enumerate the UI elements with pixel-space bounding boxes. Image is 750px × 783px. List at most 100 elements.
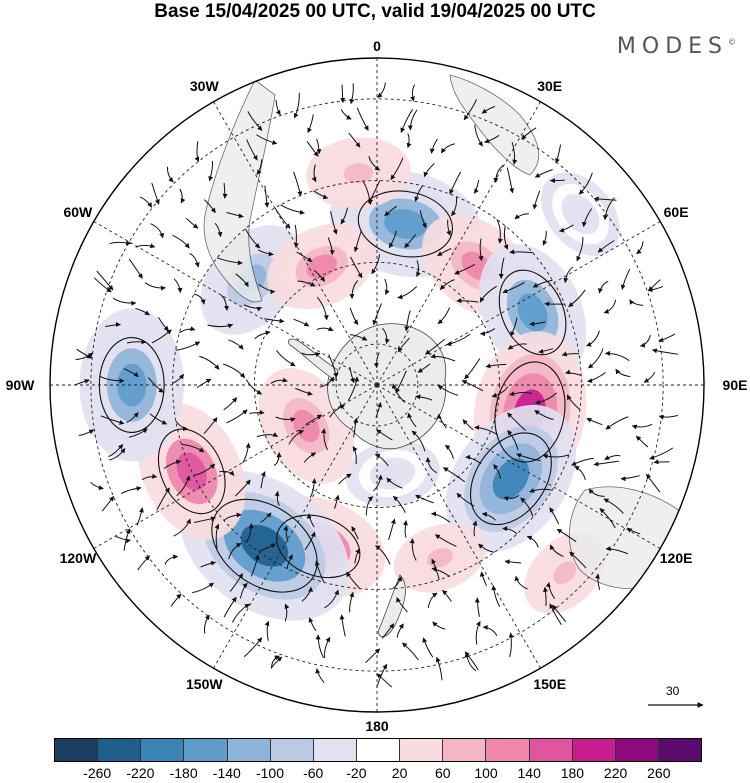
- wind-arrow: [496, 219, 503, 244]
- wind-arrow: [390, 157, 404, 181]
- wind-arrow: [397, 337, 410, 353]
- wind-arrow: [639, 335, 651, 348]
- wind-arrow: [404, 310, 411, 332]
- colorbar-tick-label: 260: [647, 765, 671, 781]
- wind-arrow: [349, 307, 359, 326]
- wind-arrow: [392, 576, 402, 590]
- wind-arrow: [542, 230, 548, 246]
- wind-arrow: [549, 603, 562, 625]
- wind-arrow: [354, 548, 361, 564]
- wind-arrow: [479, 285, 498, 303]
- wind-arrow: [597, 240, 615, 253]
- wind-arrow: [123, 368, 139, 378]
- anomaly-blob: [343, 163, 374, 184]
- colorbar-swatch: [572, 739, 616, 761]
- wind-arrow: [432, 621, 446, 630]
- wind-arrow: [368, 156, 381, 171]
- wind-arrow: [170, 593, 182, 607]
- meridian-line: [376, 101, 541, 386]
- wind-arrow: [429, 138, 438, 154]
- wind-arrow: [242, 442, 251, 464]
- wind-arrow: [449, 171, 462, 195]
- wind-arrow: [288, 429, 305, 445]
- wind-arrow: [461, 380, 484, 392]
- colorbar-tick-label: 60: [435, 765, 451, 781]
- wind-arrow: [273, 452, 282, 466]
- wind-arrow: [414, 185, 423, 202]
- longitude-label: 30E: [537, 77, 563, 94]
- colorbar-tick-label: -60: [303, 765, 324, 781]
- wind-arrow: [189, 252, 200, 268]
- wind-arrow: [479, 571, 488, 587]
- longitude-label: 120E: [659, 549, 693, 566]
- wind-arrow: [108, 444, 124, 458]
- wind-arrow: [340, 207, 348, 225]
- wind-arrow: [604, 454, 621, 460]
- wind-arrow: [203, 614, 210, 634]
- wind-arrow: [319, 376, 335, 388]
- wind-arrow: [232, 603, 250, 623]
- wind-arrow: [376, 663, 388, 688]
- wind-arrow: [569, 551, 587, 569]
- wind-arrow: [485, 363, 507, 369]
- wind-arrow: [411, 430, 426, 452]
- wind-arrow: [643, 371, 656, 383]
- wind-arrow: [100, 415, 125, 425]
- wind-arrow: [293, 171, 303, 197]
- wind-arrow: [274, 491, 280, 506]
- wind-arrow: [382, 327, 390, 344]
- wind-arrow: [442, 590, 452, 602]
- wind-arrow: [384, 205, 397, 217]
- wind-arrow: [446, 333, 471, 347]
- wind-arrow: [353, 230, 362, 253]
- wind-arrow: [172, 373, 185, 384]
- wind-arrow: [323, 636, 331, 659]
- wind-arrow: [270, 656, 283, 669]
- wind-arrow: [534, 409, 554, 420]
- wind-arrow: [645, 473, 661, 493]
- wind-arrow: [559, 224, 574, 233]
- colorbar-swatch: [615, 739, 659, 761]
- wind-arrow: [409, 538, 417, 561]
- wind-arrow: [565, 369, 582, 376]
- wind-arrow: [454, 263, 476, 275]
- wind-arrow: [128, 428, 148, 438]
- wind-arrow: [507, 343, 527, 350]
- wind-arrow: [464, 652, 477, 672]
- wind-arrow: [222, 363, 246, 379]
- wind-arrow: [90, 481, 104, 491]
- wind-arrow: [444, 444, 454, 459]
- wind-arrow: [566, 394, 581, 410]
- wind-arrow: [258, 249, 274, 257]
- meridian-line: [376, 384, 541, 669]
- wind-arrow: [658, 414, 679, 420]
- wind-arrow: [478, 543, 495, 553]
- wind-arrow: [334, 494, 340, 509]
- wind-arrow: [631, 423, 653, 430]
- longitude-label: 180: [365, 718, 389, 734]
- wind-arrow: [149, 413, 168, 425]
- colorbar-swatch: [98, 739, 142, 761]
- wind-arrow: [321, 428, 328, 451]
- wind-arrow: [109, 240, 132, 246]
- wind-arrow: [157, 316, 169, 332]
- wind-arrow: [179, 188, 186, 204]
- colorbar-swatch: [486, 739, 530, 761]
- wind-arrow: [604, 350, 630, 362]
- wind-arrow: [327, 237, 335, 256]
- wind-arrow: [203, 199, 216, 214]
- wind-arrow: [156, 487, 170, 511]
- new-zealand-shape: [377, 574, 406, 638]
- wind-arrow: [481, 106, 496, 114]
- wind-arrow: [338, 473, 352, 485]
- wind-arrow: [563, 266, 574, 284]
- wind-arrow: [109, 447, 126, 461]
- colorbar-tick-label: 100: [474, 765, 498, 781]
- wind-arrow: [384, 278, 390, 295]
- colorbar-tick-label: -20: [346, 765, 367, 781]
- wind-arrow: [400, 109, 414, 133]
- wind-arrow: [636, 241, 644, 255]
- wind-arrow: [437, 248, 452, 257]
- wind-arrow: [306, 513, 315, 528]
- wind-arrow: [330, 211, 338, 235]
